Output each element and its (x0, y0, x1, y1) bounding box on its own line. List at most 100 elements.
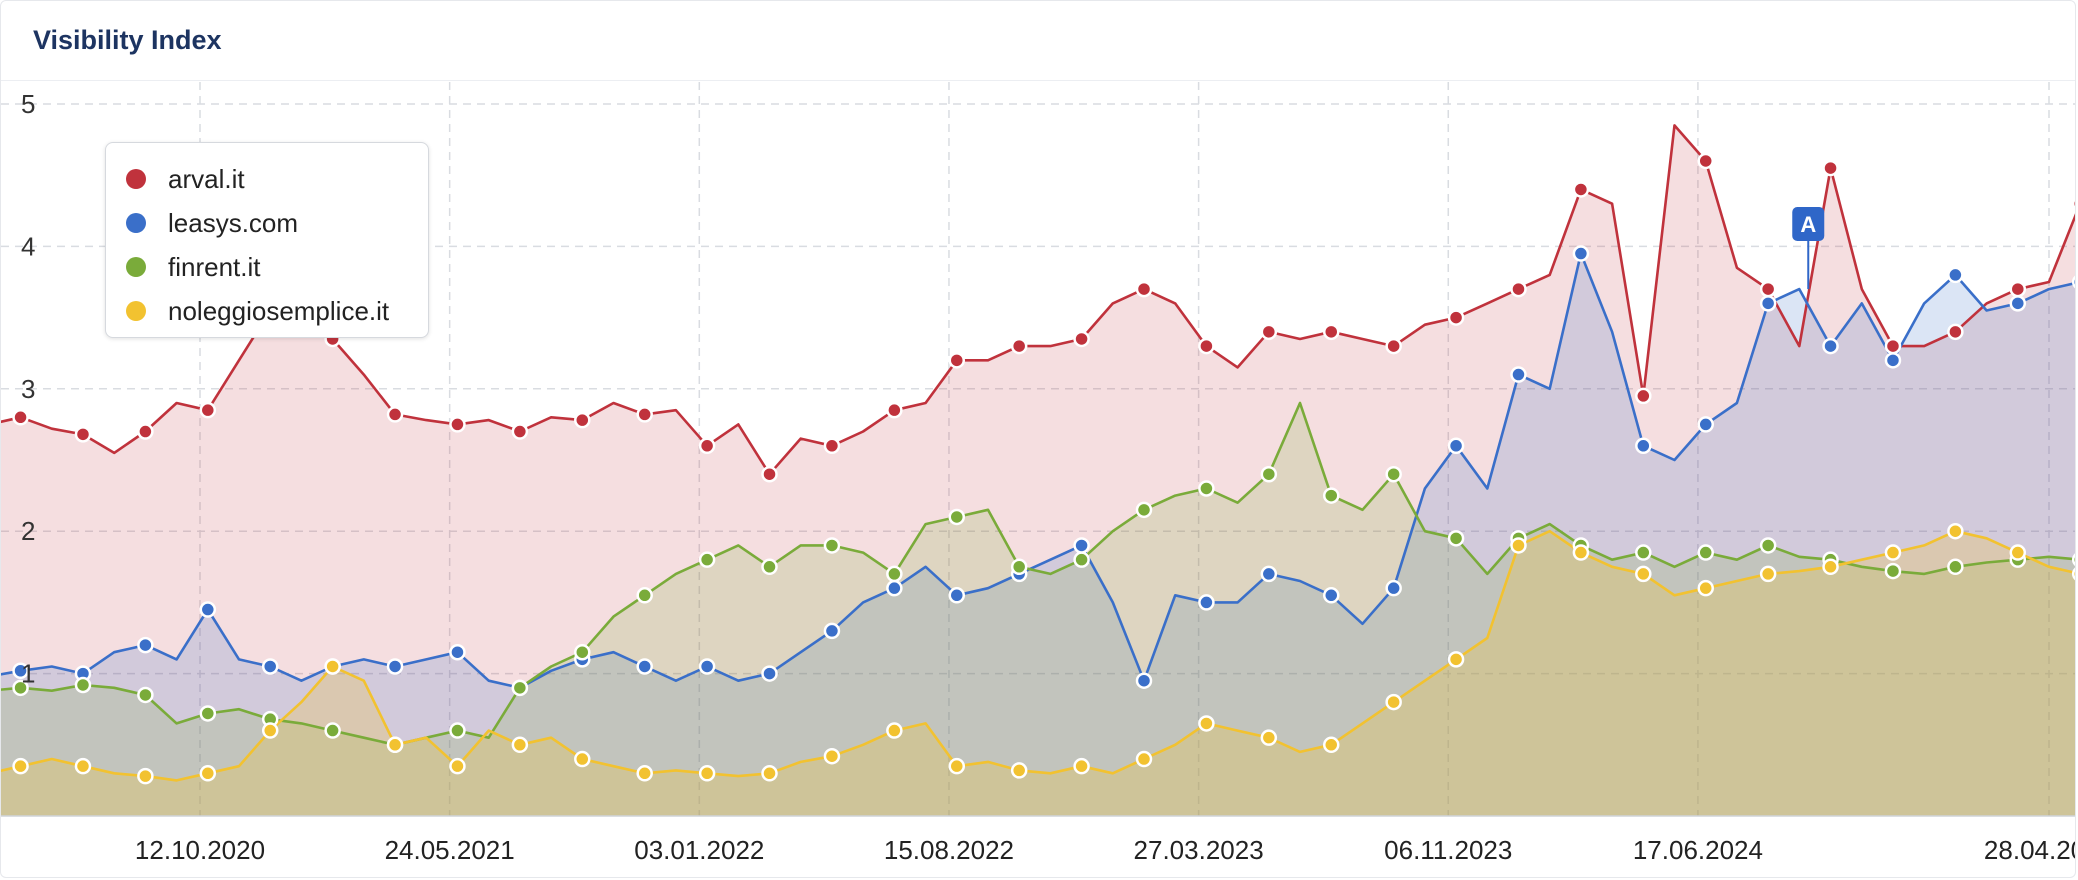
series-line-3 (1, 529, 2075, 782)
data-point (574, 750, 591, 768)
data-point (1322, 736, 1340, 754)
data-point (261, 658, 279, 675)
data-point (1135, 501, 1153, 519)
data-point (761, 765, 778, 782)
data-point (761, 665, 778, 682)
data-point (1510, 366, 1527, 383)
data-point (324, 722, 341, 739)
data-point (449, 757, 466, 775)
data-point (1198, 715, 1215, 732)
data-point (1947, 522, 1964, 540)
data-point (574, 411, 591, 429)
widget-header: Visibility Index (1, 1, 2075, 81)
legend-item-arval[interactable]: arval.it (106, 157, 428, 201)
data-point (1322, 487, 1340, 504)
data-point (761, 558, 778, 576)
data-point (948, 757, 966, 775)
data-point (511, 423, 529, 440)
x-tick-label: 06.11.2023 (1384, 835, 1512, 865)
data-point (1385, 465, 1402, 483)
data-point (511, 736, 529, 754)
data-point (1073, 330, 1090, 348)
data-point (1198, 480, 1215, 497)
data-point (1510, 280, 1527, 298)
data-point (1822, 337, 1839, 355)
y-tick-label: 1 (21, 659, 35, 689)
data-point (1635, 437, 1652, 455)
data-point (1135, 750, 1153, 768)
marker-layer (12, 152, 2075, 785)
data-point (1447, 651, 1465, 668)
data-point (2071, 275, 2075, 289)
data-point (199, 705, 217, 722)
data-point (1947, 323, 1964, 341)
data-point (823, 622, 841, 640)
data-point (1759, 295, 1777, 312)
data-point (1822, 558, 1839, 576)
data-point (886, 565, 903, 583)
data-point (886, 401, 903, 419)
data-point (386, 736, 404, 754)
data-point (1135, 280, 1153, 298)
data-point (1260, 565, 1278, 583)
annotation-flag (1792, 207, 1825, 241)
data-point (1385, 337, 1402, 355)
data-point (698, 658, 716, 675)
x-tick-label: 12.10.2020 (135, 835, 265, 865)
x-tick-label: 27.03.2023 (1134, 835, 1264, 865)
data-point (1010, 337, 1028, 355)
series-line-2 (1, 401, 2075, 747)
y-tick-label: 4 (21, 231, 35, 261)
legend-item-finrent[interactable]: finrent.it (106, 245, 428, 289)
data-point (1135, 672, 1153, 689)
data-point (261, 722, 279, 739)
annotation-label: A (1800, 212, 1816, 237)
data-point (386, 658, 404, 675)
data-point (449, 416, 466, 433)
data-point (1073, 551, 1090, 568)
series-area-1 (1, 253, 2075, 816)
data-point (1947, 558, 1964, 576)
data-point (2009, 280, 2027, 298)
legend-marker-icon (126, 213, 146, 233)
data-point (2071, 197, 2075, 211)
legend-label: noleggiosemplice.it (168, 295, 390, 326)
legend-item-noleggiosemplice[interactable]: noleggiosemplice.it (106, 289, 428, 333)
data-point (386, 406, 404, 423)
data-point (698, 437, 716, 455)
data-point (636, 406, 653, 423)
data-point (1759, 565, 1777, 583)
data-point (12, 409, 29, 426)
data-point (1010, 762, 1028, 779)
data-point (1697, 416, 1714, 433)
data-point (1697, 579, 1714, 597)
x-tick-label: 03.01.2022 (634, 835, 764, 865)
data-point (137, 636, 154, 654)
data-point (636, 765, 653, 782)
legend-item-leasys[interactable]: leasys.com (106, 201, 428, 245)
data-point (1073, 537, 1090, 554)
data-point (137, 423, 154, 440)
y-tick-label: 3 (21, 374, 35, 404)
data-point (324, 658, 341, 675)
data-point (74, 676, 92, 694)
data-point (1447, 530, 1465, 547)
data-point (1073, 757, 1090, 775)
data-point (199, 765, 217, 782)
series-area-0 (1, 125, 2075, 816)
data-point (511, 679, 529, 697)
data-point (1447, 437, 1465, 455)
data-point (1572, 544, 1590, 561)
x-tick-label: 28.04.2025 (1984, 835, 2076, 865)
data-point (2009, 295, 2027, 312)
legend-marker-icon (126, 301, 146, 321)
data-point (948, 587, 966, 604)
data-point (823, 537, 841, 554)
data-point (199, 601, 217, 618)
data-point (636, 587, 653, 604)
data-point (1322, 323, 1340, 341)
data-point (761, 465, 778, 483)
data-point (1697, 152, 1714, 170)
data-point (1947, 266, 1964, 284)
data-point (12, 679, 29, 697)
